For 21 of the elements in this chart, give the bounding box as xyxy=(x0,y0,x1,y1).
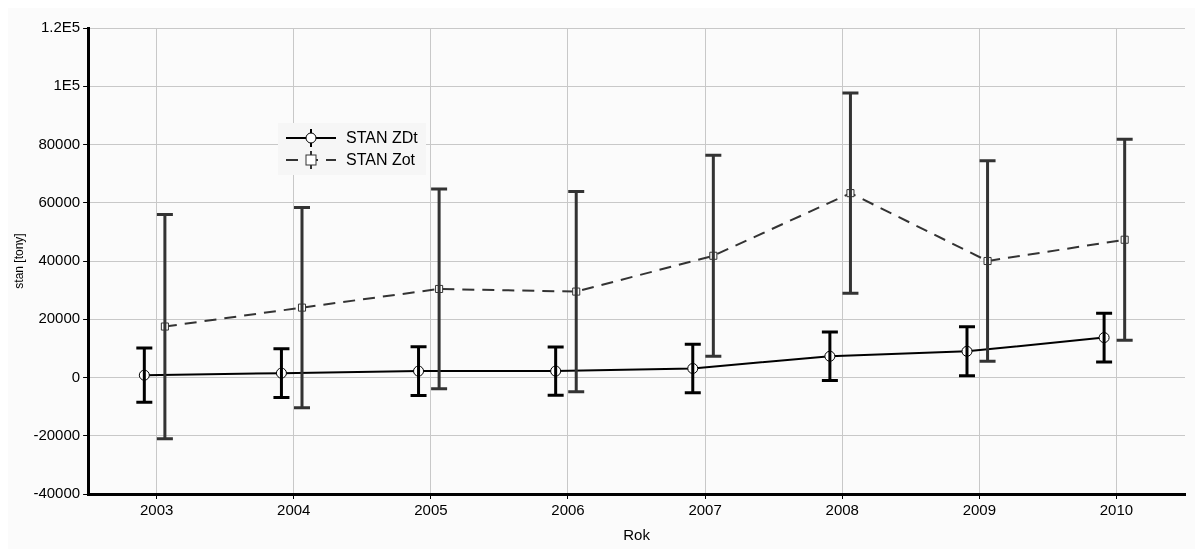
x-tick-label: 2004 xyxy=(277,501,311,519)
y-tick-label: -40000 xyxy=(33,484,81,502)
x-tick-label: 2008 xyxy=(825,501,859,519)
y-tick-label: 60000 xyxy=(38,192,81,210)
x-tick-label: 2007 xyxy=(688,501,722,519)
legend-label: STAN ZDt xyxy=(346,129,418,147)
x-tick-label: 2010 xyxy=(1099,501,1134,519)
y-tick-label: 40000 xyxy=(38,251,81,269)
y-tick-label: -20000 xyxy=(33,425,81,443)
x-axis-title: Rok xyxy=(623,526,651,544)
legend-label: STAN Zot xyxy=(346,151,416,169)
y-tick-label: 80000 xyxy=(38,134,81,152)
y-tick-label: 0 xyxy=(71,367,81,385)
y-axis-title: stan [tony] xyxy=(11,233,26,289)
y-tick-label: 1.2E5 xyxy=(40,18,81,36)
x-tick-label: 2009 xyxy=(962,501,997,519)
x-tick-label: 2003 xyxy=(139,501,174,519)
y-tick-label: 1E5 xyxy=(53,76,81,94)
x-tick-label: 2006 xyxy=(551,501,585,519)
y-tick-label: 20000 xyxy=(38,309,81,327)
x-tick-label: 2005 xyxy=(414,501,448,519)
